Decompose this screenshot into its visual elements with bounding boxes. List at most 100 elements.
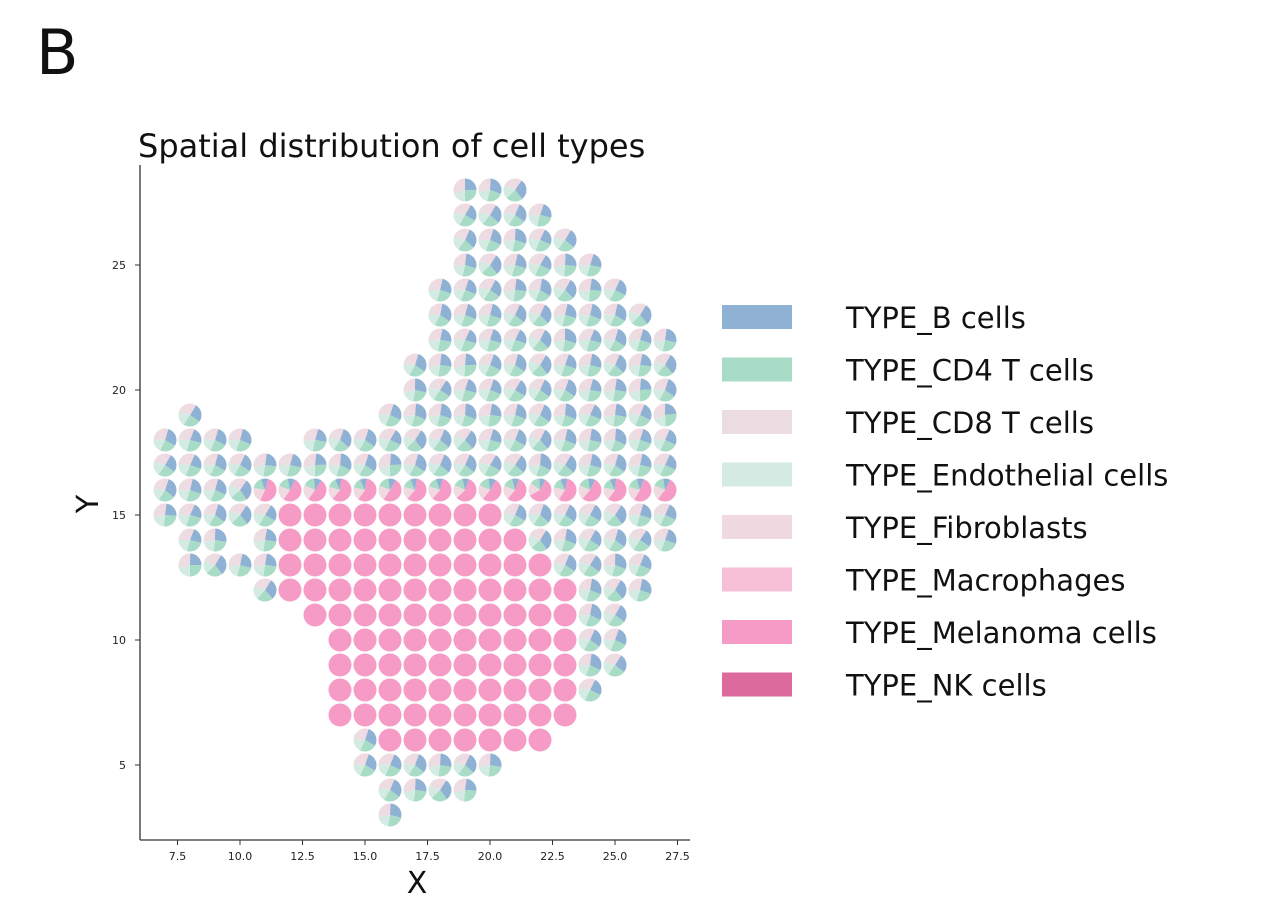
- spot-slice: [653, 529, 665, 540]
- spot-slice: [628, 429, 640, 441]
- spot-slice: [534, 265, 551, 277]
- spot-slice: [453, 728, 477, 752]
- spot-slice: [578, 440, 590, 452]
- spot-slice: [253, 512, 265, 525]
- spot-slice: [385, 415, 401, 427]
- spot-slice: [407, 478, 427, 502]
- spot-slice: [482, 215, 499, 227]
- spot-slice: [453, 485, 465, 499]
- spot-slice: [403, 781, 415, 793]
- spot-slice: [603, 529, 615, 540]
- spot-slice: [528, 204, 540, 216]
- cell-spot: [453, 278, 477, 302]
- spot-slice: [403, 390, 415, 402]
- spot-slice: [453, 237, 465, 250]
- spot-slice: [378, 503, 402, 527]
- spot-slice: [603, 653, 615, 665]
- cell-spot: [603, 353, 627, 377]
- spot-slice: [590, 653, 602, 671]
- spot-slice: [486, 440, 502, 452]
- spot-slice: [603, 339, 615, 351]
- spot-slice: [653, 539, 665, 551]
- spot-slice: [378, 653, 402, 677]
- spot-slice: [578, 503, 590, 515]
- spot-slice: [584, 690, 601, 702]
- spot-slice: [633, 353, 643, 365]
- spot-slice: [183, 415, 200, 427]
- cell-spot: [228, 478, 252, 502]
- cell-spot: [353, 478, 377, 502]
- spot-slice: [378, 438, 390, 451]
- spot-slice: [453, 628, 477, 652]
- cell-spot: [378, 653, 402, 677]
- spot-slice: [590, 278, 602, 291]
- cell-spot: [503, 278, 527, 302]
- spot-slice: [453, 365, 465, 377]
- cell-spot: [378, 428, 402, 452]
- spot-slice: [158, 465, 175, 477]
- spot-slice: [509, 515, 525, 527]
- spot-slice: [553, 315, 565, 327]
- spot-slice: [578, 553, 590, 565]
- spot-slice: [578, 304, 590, 316]
- spot-slice: [253, 586, 265, 599]
- legend-swatch: [722, 567, 792, 592]
- spot-slice: [653, 463, 665, 476]
- spot-slice: [353, 739, 365, 751]
- spot-slice: [586, 665, 601, 677]
- x-tick-label: 7.5: [169, 850, 187, 863]
- cell-spot: [428, 478, 452, 502]
- spot-slice: [210, 453, 218, 465]
- spot-slice: [160, 428, 169, 440]
- spot-slice: [453, 762, 465, 775]
- spot-slice: [429, 778, 440, 790]
- spot-slice: [653, 513, 665, 526]
- cell-spot: [603, 553, 627, 577]
- legend-item: TYPE_NK cells: [722, 669, 1047, 703]
- spot-slice: [440, 278, 452, 294]
- spot-slice: [456, 479, 477, 502]
- cell-spot: [603, 628, 627, 652]
- spot-slice: [528, 553, 552, 577]
- cell-spot: [353, 603, 377, 627]
- spot-slice: [434, 303, 443, 315]
- cell-spot: [603, 578, 627, 602]
- spot-slice: [603, 612, 615, 625]
- spot-slice: [378, 465, 390, 477]
- spot-slice: [612, 565, 626, 577]
- spot-slice: [615, 279, 627, 296]
- spot-slice: [559, 565, 575, 577]
- spot-slice: [528, 253, 540, 265]
- spot-slice: [562, 278, 571, 290]
- spot-slice: [303, 528, 327, 552]
- spot-slice: [314, 464, 327, 477]
- spot-slice: [507, 465, 524, 477]
- cell-spot: [528, 628, 552, 652]
- cell-spot: [328, 653, 352, 677]
- spot-slice: [438, 365, 452, 377]
- spot-slice: [429, 479, 440, 490]
- spot-slice: [628, 381, 640, 394]
- cell-spot: [553, 628, 577, 652]
- spot-slice: [207, 528, 216, 540]
- spot-slice: [240, 505, 252, 524]
- spot-slice: [510, 340, 526, 352]
- spot-slice: [503, 404, 515, 416]
- spot-slice: [462, 753, 470, 765]
- spot-slice: [440, 403, 452, 419]
- cell-spot: [478, 403, 502, 427]
- spot-slice: [378, 553, 402, 577]
- spot-slice: [428, 756, 440, 768]
- cell-spot: [578, 478, 602, 502]
- spot-slice: [512, 240, 526, 252]
- spot-slice: [182, 553, 191, 565]
- spot-slice: [283, 479, 302, 502]
- cell-spot: [603, 428, 627, 452]
- spot-slice: [307, 453, 317, 465]
- spot-slice: [353, 578, 377, 602]
- spot-slice: [553, 540, 565, 551]
- spot-slice: [303, 485, 315, 500]
- spot-slice: [453, 578, 477, 602]
- cell-spot: [453, 178, 477, 202]
- cell-spot: [453, 253, 477, 277]
